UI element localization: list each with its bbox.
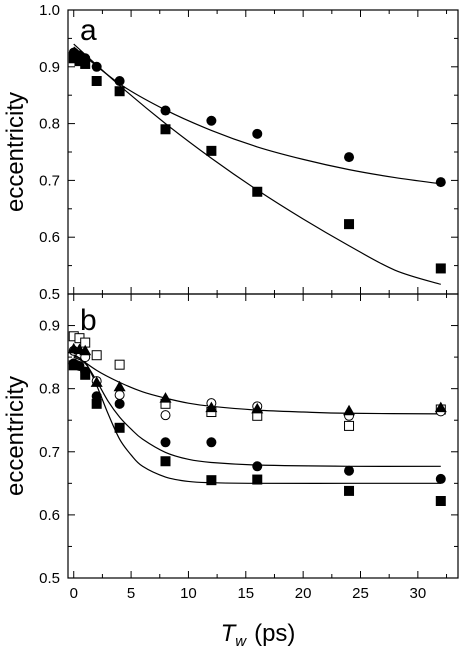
data-point-filled-square [80,369,91,380]
data-point-filled-circle [160,437,171,448]
y-tick-label: 0.6 [39,507,60,524]
data-point-open-circle [114,389,125,400]
data-point-open-square [344,420,355,431]
data-point-filled-square [344,485,355,496]
panel-b-data-points [67,331,447,507]
fit-curve [73,46,441,185]
data-point-filled-square [114,422,125,433]
y-tick-label: 0.5 [39,570,60,587]
panel-a-x-ticks [73,10,448,294]
data-point-filled-circle [91,391,102,402]
panel-b-x-ticks: 0 5 10 15 20 25 30 [70,294,448,602]
data-point-filled-square [252,474,263,485]
y-tick-label: 0.9 [39,318,60,335]
y-tick-label: 0.7 [39,172,60,189]
panel-b-y-axis-title: eccentricity [2,376,29,496]
panel-a-frame [67,9,459,295]
y-tick-label: 1.0 [39,2,60,19]
data-point-filled-circle [160,105,171,116]
data-point-filled-circle [252,128,263,139]
data-point-filled-triangle [343,404,356,416]
x-tick-label: 10 [180,585,197,602]
x-axis-title-unit: (ps) [254,620,295,647]
data-point-filled-triangle [159,392,172,403]
panel-b: b eccentricity 0 5 10 15 20 25 30 0.5 0.6 0.7 0.8… [2,293,459,602]
data-point-filled-circle [344,465,355,476]
data-point-filled-circle [435,473,446,484]
data-point-filled-square [435,263,446,274]
data-point-filled-circle [91,61,102,72]
x-axis-title-variable: T [221,620,238,647]
x-axis-title-subscript: w [235,633,247,650]
panel-b-letter: b [80,304,97,337]
data-point-filled-square [91,398,102,409]
data-point-filled-triangle [113,380,126,392]
data-point-filled-triangle [251,402,264,414]
data-point-filled-triangle [434,401,447,413]
x-axis-title: Tw (ps) [221,620,296,650]
panel-a-y-axis-title: eccentricity [2,92,29,212]
data-point-filled-square [344,219,355,230]
data-point-filled-square [160,124,171,135]
data-point-filled-square [68,53,79,64]
data-point-filled-square [160,456,171,467]
data-point-filled-square [206,145,217,156]
data-point-open-square [91,350,102,361]
data-point-filled-triangle [205,401,218,413]
y-tick-label: 0.7 [39,444,60,461]
data-point-filled-circle [344,152,355,163]
data-point-filled-circle [114,76,125,86]
data-point-filled-circle [114,398,125,409]
data-point-filled-circle [435,177,446,188]
y-tick-label: 0.8 [39,381,60,398]
data-point-filled-square [68,360,79,371]
x-tick-label: 30 [410,585,427,602]
x-tick-label: 25 [352,585,369,602]
panel-b-frame [67,293,459,579]
y-tick-label: 0.5 [39,286,60,303]
data-point-filled-square [91,76,102,86]
y-tick-label: 0.9 [39,59,60,76]
data-point-filled-triangle [90,376,103,387]
data-point-filled-square [435,496,446,507]
data-point-filled-circle [206,115,217,126]
data-point-filled-square [252,186,263,197]
x-tick-label: 15 [237,585,254,602]
y-tick-label: 0.8 [39,116,60,133]
data-point-filled-square [206,475,217,486]
panel-a-fit-curves [73,43,441,285]
data-point-filled-triangle [79,344,92,356]
data-point-open-square [114,359,125,370]
data-point-filled-square [114,86,125,97]
data-point-filled-square [80,58,91,69]
data-point-filled-circle [252,461,263,472]
panel-b-y-ticks: 0.5 0.6 0.7 0.8 0.9 [39,318,458,587]
panel-a-letter: a [80,14,97,47]
data-point-filled-square [74,56,85,67]
data-point-open-circle [160,410,171,421]
x-tick-label: 20 [295,585,312,602]
panel-a-y-ticks: 0.5 0.6 0.7 0.8 0.9 1.0 [39,2,458,303]
x-tick-label: 0 [70,585,78,602]
panel-a: a eccentricity 0.5 0.6 0.7 0.8 0.9 1.0 [2,2,459,303]
y-tick-label: 0.6 [39,229,60,246]
fit-curve [73,353,441,415]
x-tick-label: 5 [127,585,135,602]
fit-curve [73,43,441,285]
data-point-filled-circle [206,437,217,448]
panel-a-data-points [68,47,446,274]
